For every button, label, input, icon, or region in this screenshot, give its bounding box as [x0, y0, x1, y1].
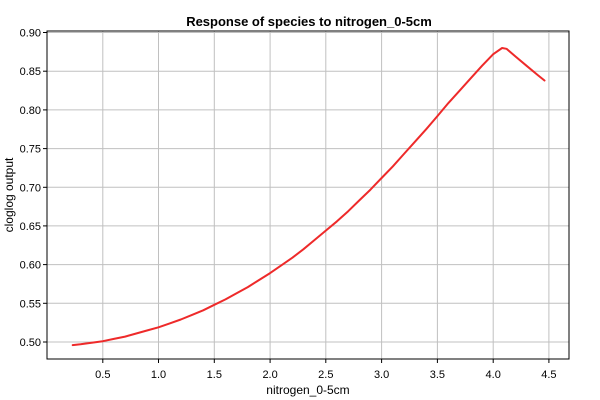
x-tick-label: 3.0 — [374, 369, 389, 381]
y-tick-label: 0.90 — [20, 28, 41, 40]
x-tick-label: 1.0 — [151, 369, 166, 381]
series-layer — [71, 47, 546, 347]
y-tick-label: 0.55 — [20, 298, 41, 310]
y-tick-label: 0.85 — [20, 66, 41, 78]
y-tick-label: 0.75 — [20, 144, 41, 156]
x-tick-label: 2.0 — [262, 369, 277, 381]
plot-area-frame — [46, 30, 570, 360]
x-tick-label: 4.5 — [541, 369, 556, 381]
chart-title: Response of species to nitrogen_0-5cm — [186, 14, 432, 29]
y-tick-label: 0.70 — [20, 182, 41, 194]
x-tick-label: 1.5 — [207, 369, 222, 381]
y-tick-label: 0.65 — [20, 221, 41, 233]
x-tick-label: 3.5 — [430, 369, 445, 381]
x-tick-label: 2.5 — [318, 369, 333, 381]
x-axis-ticks: 0.5 1.0 1.5 2.0 2.5 3.0 3.5 4.0 4.5 — [95, 359, 557, 381]
y-tick-label: 0.60 — [20, 260, 41, 272]
x-tick-label: 4.0 — [486, 369, 501, 381]
y-axis-label: cloglog output — [2, 157, 16, 232]
grid-lines — [47, 31, 569, 359]
y-axis-ticks: 0.50 0.55 0.60 0.65 0.70 0.75 0.80 0.85 0.90 — [20, 28, 47, 349]
series-line-0 — [71, 47, 546, 347]
x-tick-label: 0.5 — [95, 369, 110, 381]
y-tick-label: 0.80 — [20, 105, 41, 117]
y-tick-label: 0.50 — [20, 337, 41, 349]
x-axis-label: nitrogen_0-5cm — [266, 383, 349, 397]
